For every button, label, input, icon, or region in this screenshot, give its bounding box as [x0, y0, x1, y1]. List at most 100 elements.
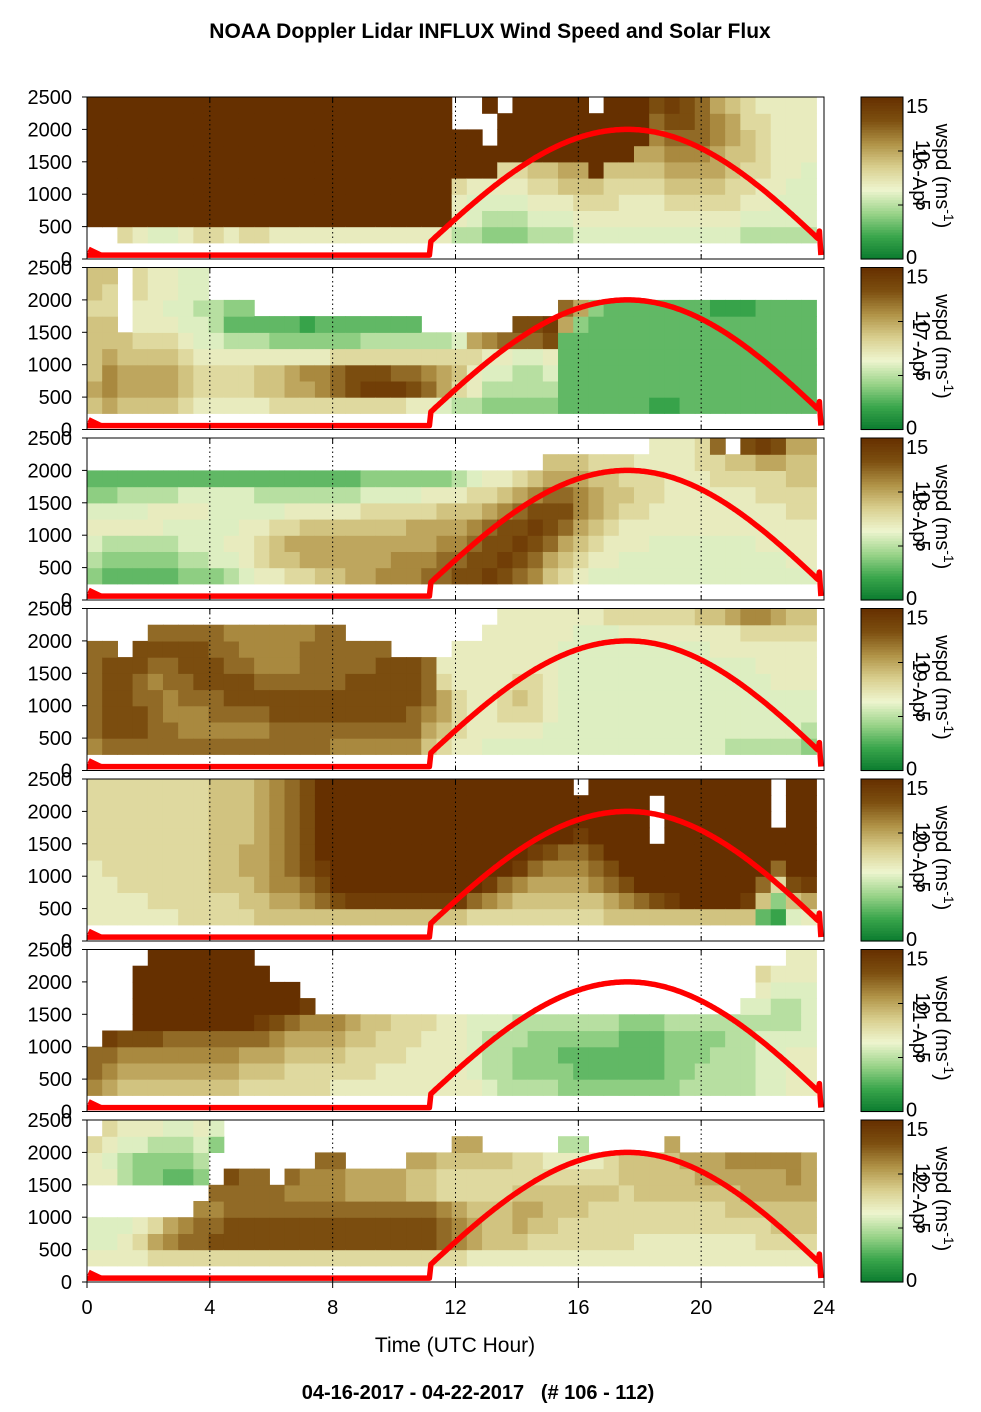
heatmap-cell [390, 1079, 407, 1096]
heatmap-cell [664, 689, 681, 707]
heatmap-cell [390, 551, 407, 569]
heatmap-cell [254, 624, 270, 642]
heatmap-cell [451, 535, 468, 552]
heatmap-cell [512, 827, 529, 845]
heatmap-cell [238, 795, 255, 812]
heatmap-cell [558, 194, 574, 211]
heatmap-cell [497, 705, 514, 723]
heatmap-cell [87, 486, 103, 504]
colorbar-swatch [861, 792, 903, 796]
heatmap-cell [679, 348, 696, 366]
heatmap-cell [132, 689, 149, 707]
heatmap-cell [360, 657, 377, 674]
heatmap-cell [406, 551, 422, 569]
heatmap-cell [360, 1062, 377, 1080]
heatmap-cell [223, 949, 240, 967]
heatmap-cell [238, 299, 255, 317]
heatmap-cell [664, 535, 681, 552]
heatmap-cell [269, 1249, 286, 1267]
heatmap-cell [102, 1249, 118, 1267]
heatmap-cell [512, 860, 529, 877]
heatmap-cell [147, 502, 164, 520]
heatmap-cell [147, 843, 164, 861]
heatmap-cell [117, 1233, 134, 1251]
heatmap-cell [132, 502, 149, 520]
heatmap-cell [633, 348, 650, 366]
heatmap-cell [451, 1079, 468, 1096]
heatmap-cell [117, 811, 134, 829]
colorbar-swatch [861, 1217, 903, 1221]
heatmap-cell [238, 779, 255, 796]
heatmap-cell [588, 113, 605, 130]
heatmap-cell [770, 129, 787, 147]
heatmap-cell [512, 364, 529, 382]
heatmap-cell [284, 827, 301, 845]
heatmap-cell [709, 860, 726, 877]
heatmap-cell [284, 689, 301, 707]
heatmap-cell [573, 908, 590, 926]
heatmap-cell [573, 1201, 590, 1218]
heatmap-cell [664, 97, 681, 114]
colorbar-swatch [861, 1098, 903, 1102]
heatmap-cell [618, 738, 635, 755]
heatmap-cell [223, 226, 240, 244]
heatmap-cell [755, 316, 772, 333]
colorbar-label-sup: -1 [941, 721, 957, 734]
heatmap-cell [254, 519, 270, 536]
heatmap-cell [223, 965, 240, 983]
heatmap-cell [527, 689, 544, 707]
heatmap-cell [269, 640, 286, 658]
colorbar-swatch [861, 1125, 903, 1129]
heatmap-cell [208, 1201, 225, 1218]
colorbar-swatch [861, 1246, 903, 1251]
heatmap-cell [755, 161, 772, 179]
colorbar-swatch [861, 811, 903, 815]
colorbar-swatch [861, 348, 903, 352]
heatmap-cell [785, 129, 802, 147]
heatmap-cell [162, 1168, 179, 1186]
colorbar-swatch [861, 1192, 903, 1197]
heatmap-cell [147, 1233, 164, 1251]
heatmap-cell [269, 113, 286, 130]
heatmap-cell [117, 470, 134, 488]
heatmap-cell [512, 348, 529, 366]
heatmap-cell [482, 226, 498, 244]
heatmap-cell [314, 551, 331, 569]
heatmap-cell [193, 519, 210, 536]
y-tick-label: 1500 [28, 152, 73, 174]
heatmap-cell [208, 194, 225, 211]
heatmap-cell [679, 1233, 696, 1251]
colorbar-swatch [861, 169, 903, 174]
y-tick-label: 1000 [28, 866, 73, 888]
heatmap-cell [466, 502, 483, 520]
heatmap-cell [497, 827, 514, 845]
heatmap-cell [436, 348, 453, 366]
colorbar-swatch [861, 481, 903, 485]
colorbar-label: wspd (ms-1) [931, 123, 957, 229]
heatmap-cell [238, 332, 255, 350]
colorbar-swatch [861, 1060, 903, 1064]
heatmap-cell [618, 470, 635, 488]
heatmap-cell [664, 161, 681, 179]
heatmap-cell [147, 161, 164, 179]
heatmap-cell [147, 1014, 164, 1032]
heatmap-cell [314, 624, 331, 642]
heatmap-cell [254, 811, 270, 829]
colorbar-swatch [861, 583, 903, 588]
heatmap-cell [466, 226, 483, 244]
heatmap-cell [102, 1233, 118, 1251]
heatmap-cell [466, 827, 483, 845]
heatmap-cell [193, 1249, 210, 1267]
heatmap-cell [466, 1079, 483, 1096]
heatmap-cell [649, 876, 665, 893]
heatmap-cell [360, 795, 377, 812]
heatmap-cell [193, 161, 210, 179]
colorbar-swatch [861, 732, 903, 736]
heatmap-cell [633, 860, 650, 877]
heatmap-cell [436, 689, 453, 707]
heatmap-cell [330, 486, 346, 504]
colorbar-swatch [861, 326, 903, 331]
heatmap-cell [254, 316, 270, 333]
heatmap-cell [466, 1152, 483, 1170]
heatmap-cell [132, 843, 149, 861]
